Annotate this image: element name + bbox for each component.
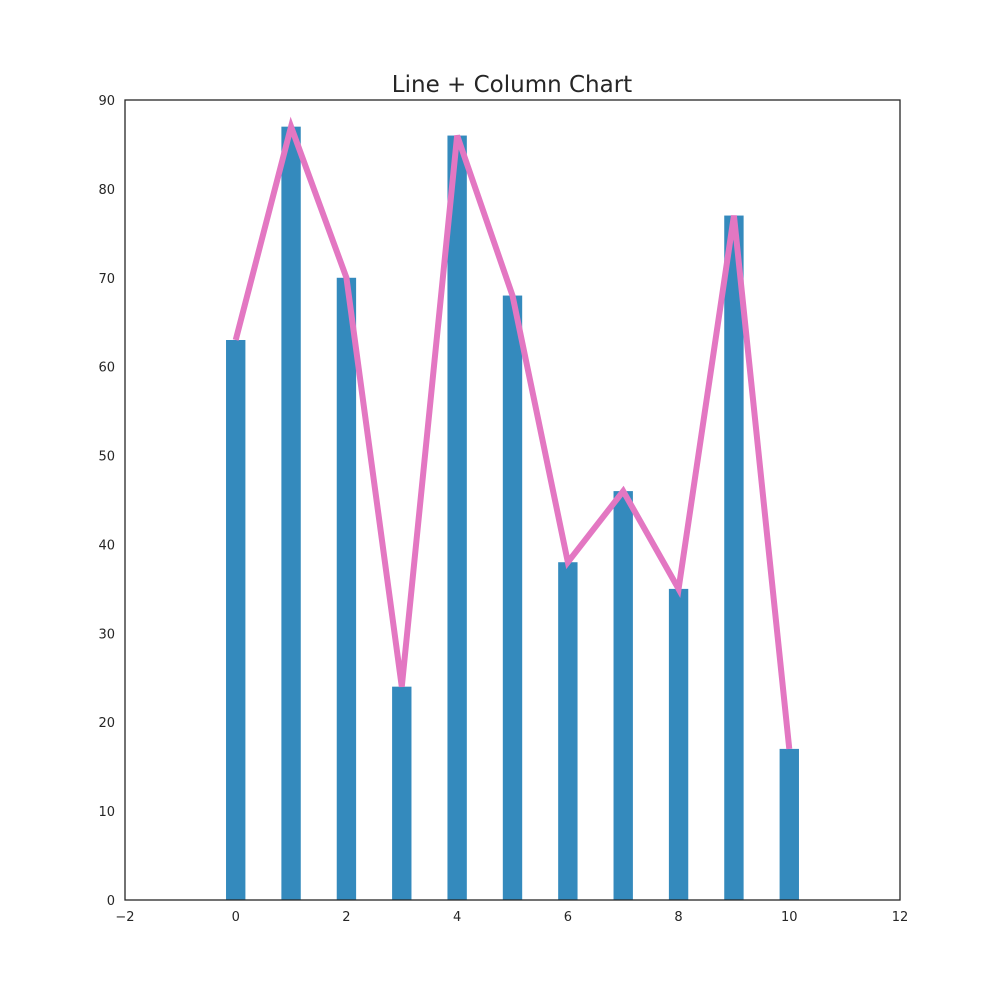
- bar-9: [724, 215, 744, 901]
- x-tick-label: 0: [232, 910, 240, 925]
- x-axis-ticks: −2 0 2 4 6 8 10 12: [115, 910, 908, 925]
- x-tick-label: 4: [453, 910, 461, 925]
- bar-0: [226, 340, 246, 900]
- y-tick-label: 10: [98, 805, 115, 820]
- line-series: [232, 116, 793, 750]
- bar-series: [226, 126, 799, 901]
- chart-title: Line + Column Chart: [392, 72, 632, 98]
- bar-1: [281, 126, 301, 900]
- y-tick-label: 30: [98, 627, 115, 642]
- y-tick-label: 90: [98, 94, 115, 109]
- y-tick-label: 20: [98, 716, 115, 731]
- bar-8: [668, 588, 689, 900]
- y-tick-label: 70: [98, 272, 115, 287]
- x-tick-label: 2: [342, 910, 350, 925]
- y-tick-label: 60: [98, 361, 115, 376]
- plot-area-frame: [124, 99, 901, 901]
- x-tick-label: 6: [564, 910, 572, 925]
- x-tick-label: 8: [674, 910, 682, 925]
- bar-2: [336, 277, 357, 900]
- y-tick-label: 0: [107, 894, 115, 909]
- x-tick-label: −2: [115, 910, 134, 925]
- bar-5: [502, 295, 523, 900]
- y-tick-label: 50: [98, 450, 115, 465]
- y-tick-label: 80: [98, 183, 115, 198]
- bar-3: [392, 686, 412, 900]
- y-tick-label: 40: [98, 538, 115, 553]
- bar-10: [779, 748, 799, 900]
- y-axis-ticks: 0 10 20 30 40 50 60 70 80 90: [98, 94, 115, 909]
- bar-4: [447, 135, 467, 901]
- bar-7: [613, 491, 633, 900]
- x-tick-label: 10: [781, 910, 798, 925]
- bar-6: [558, 562, 578, 900]
- x-tick-label: 12: [892, 910, 909, 925]
